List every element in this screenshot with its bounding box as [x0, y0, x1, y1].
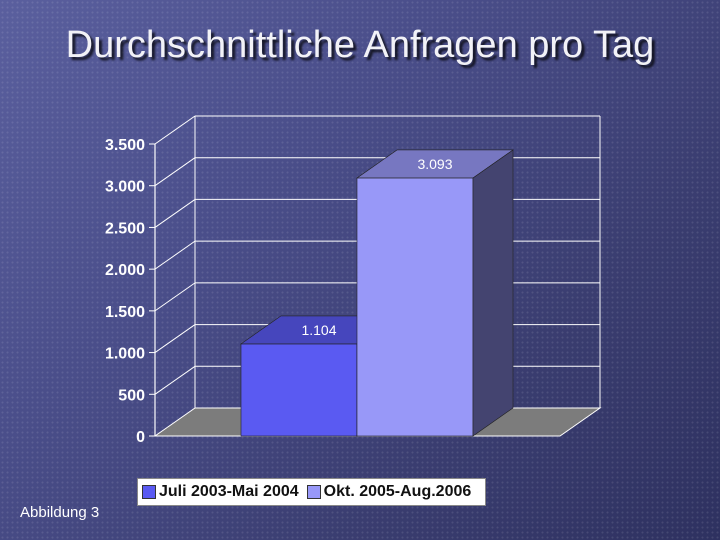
figure-caption: Abbildung 3 [20, 504, 100, 521]
data-label-2: 3.093 [417, 156, 452, 172]
side-gridline [154, 115, 196, 145]
side-gridline [154, 157, 196, 187]
legend-label-series-1: Juli 2003-Mai 2004 [159, 483, 299, 500]
y-tick-label: 2.000 [105, 262, 145, 279]
y-tick-label: 500 [118, 387, 145, 404]
legend-label-series-2: Okt. 2005-Aug.2006 [323, 483, 472, 500]
y-tick-label: 0 [136, 429, 145, 446]
y-tick-label: 2.500 [105, 220, 145, 237]
legend-item-series-2: Okt. 2005-Aug.2006 [306, 483, 472, 501]
side-gridline [154, 324, 196, 353]
side-gridline [154, 282, 196, 312]
legend: Juli 2003-Mai 2004 Okt. 2005-Aug.2006 [137, 478, 487, 506]
y-tick-label: 3.000 [105, 179, 145, 196]
bar-2 [356, 177, 474, 437]
side-gridline [154, 199, 196, 228]
legend-item-series-1: Juli 2003-Mai 2004 [142, 483, 299, 501]
y-tick-label: 1.000 [105, 346, 145, 363]
legend-swatch-series-1 [142, 485, 156, 499]
y-tick-label: 1.500 [105, 304, 145, 321]
side-gridline [154, 240, 196, 270]
data-label-1: 1.104 [301, 322, 336, 338]
chart-title: Durchschnittliche Anfragen pro Tag [65, 24, 655, 66]
legend-swatch-series-2 [306, 485, 321, 499]
side-gridline [154, 365, 196, 395]
bar-1 [240, 343, 358, 437]
y-tick-label: 3.500 [105, 137, 145, 154]
bar-side-2 [472, 149, 514, 437]
